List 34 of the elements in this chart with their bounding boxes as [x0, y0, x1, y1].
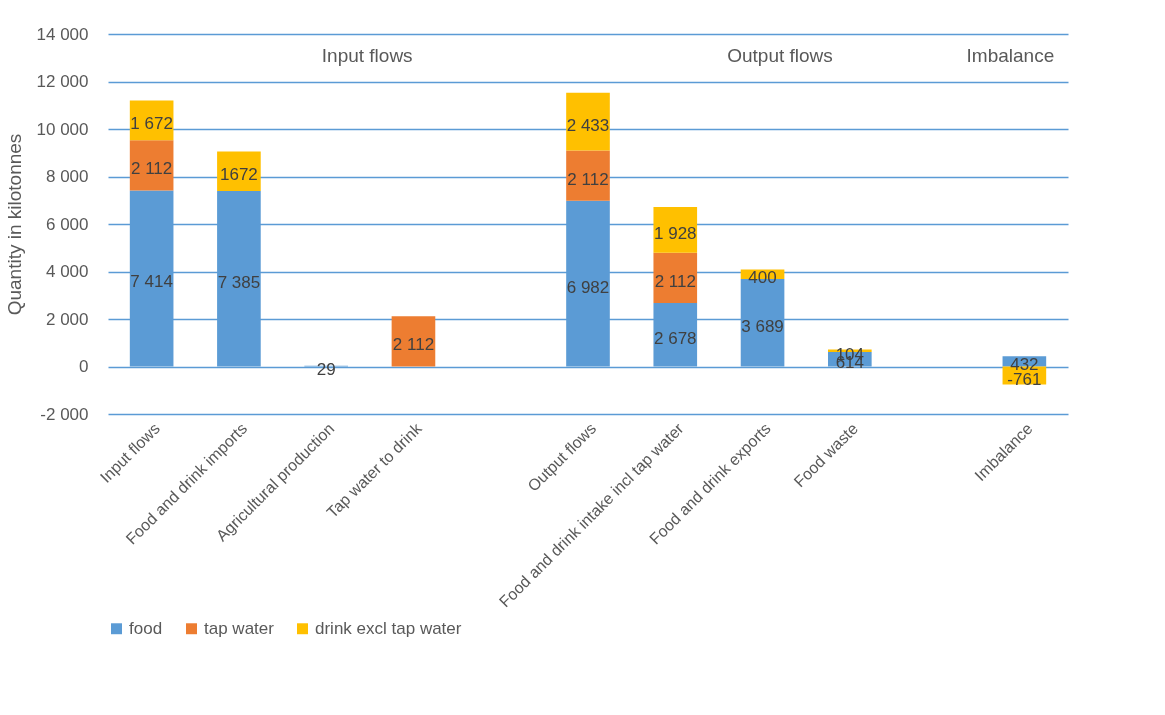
- bar: [566, 92, 610, 151]
- data-label: 2 112: [131, 159, 173, 179]
- y-tick-label: 10 000: [36, 119, 89, 139]
- data-label: 1 672: [130, 114, 173, 134]
- data-label: 2 112: [654, 271, 696, 291]
- legend-label: drink excl tap water: [315, 618, 462, 638]
- y-tick-label: 14 000: [36, 24, 89, 44]
- annotation: Input flows: [321, 45, 413, 66]
- data-label: 2 112: [392, 335, 435, 355]
- legend-label: food: [129, 618, 163, 638]
- legend-label: tap water: [204, 618, 275, 638]
- y-tick-label: 0: [79, 357, 89, 376]
- data-label: 3 689: [741, 316, 784, 336]
- annotation: Output flows: [727, 45, 833, 66]
- y-axis-title: Quantity in kilotonnes: [3, 133, 25, 316]
- data-label: 2 678: [654, 328, 697, 348]
- data-label: 7 414: [130, 272, 173, 292]
- y-tick-label: 8 000: [45, 167, 89, 186]
- y-tick-label: 4 000: [45, 262, 89, 281]
- bar: [566, 150, 610, 201]
- bar: [391, 316, 436, 367]
- y-tick-label: 6 000: [45, 214, 89, 234]
- annotation: Imbalance: [966, 45, 1055, 66]
- data-label: -761: [1007, 369, 1042, 389]
- y-tick-label: 12 000: [36, 72, 89, 91]
- y-tick-label: 2 000: [45, 309, 89, 329]
- data-label: 2 433: [566, 115, 610, 135]
- data-label: 2 112: [567, 169, 609, 189]
- data-label: 6 982: [566, 277, 610, 297]
- data-label: 1 928: [654, 223, 697, 243]
- data-label: 7 385: [217, 272, 261, 292]
- data-label: 1672: [220, 165, 258, 185]
- bar: [653, 252, 698, 303]
- y-tick-label: -2 000: [40, 404, 89, 424]
